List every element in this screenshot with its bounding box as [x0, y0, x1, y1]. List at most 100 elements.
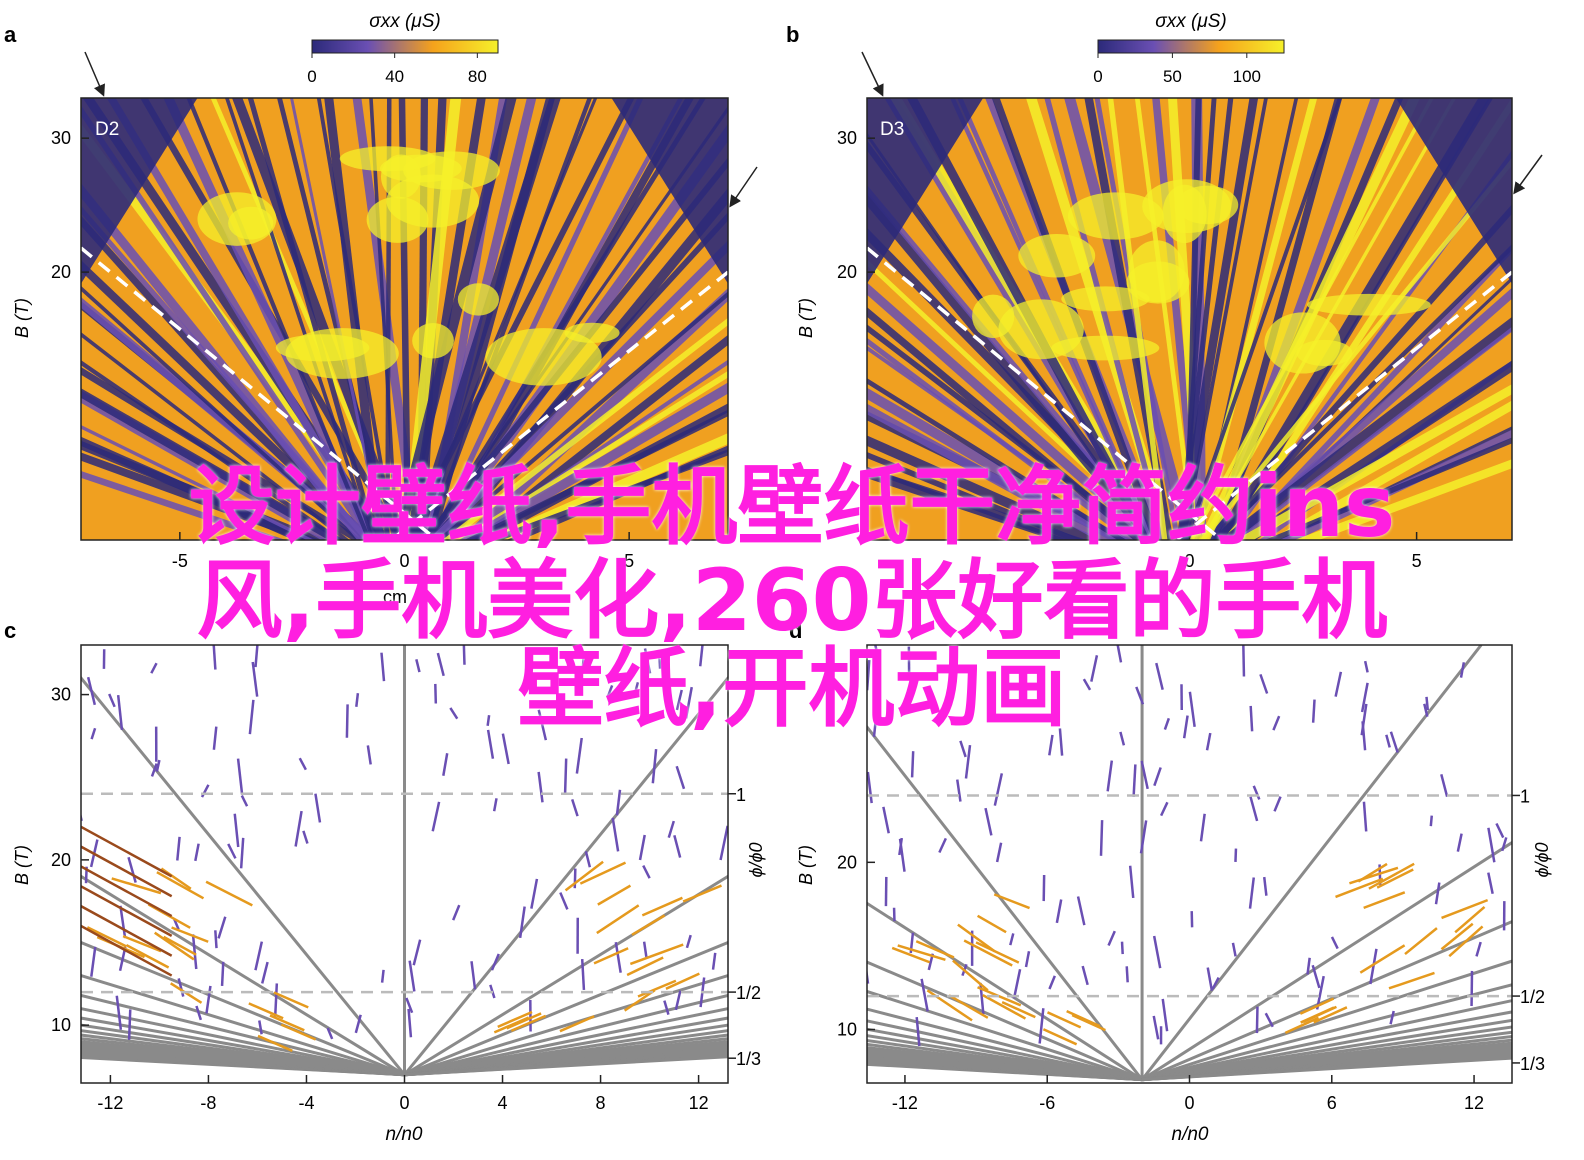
heatmap-stripe-a-39	[406, 98, 486, 540]
x-tick-label-d-0: -12	[892, 1093, 918, 1113]
heatmap-stripe-a-52	[423, 105, 728, 540]
purple-segment-d-85	[1262, 876, 1268, 896]
purple-segment-d-83	[1024, 951, 1031, 968]
purple-segment-c-3	[719, 825, 728, 861]
heatmap-stripe-a-41	[392, 98, 517, 540]
purple-segment-d-100	[1361, 721, 1367, 751]
purple-segment-c-86	[711, 952, 717, 970]
fan-line-c-22	[81, 675, 406, 1076]
purple-segment-c-35	[530, 878, 539, 909]
brown-segment-c-4	[81, 845, 173, 898]
heatmap-stripe-b-51	[1223, 98, 1494, 540]
purple-segment-c-60	[415, 658, 421, 673]
heatmap-stripe-b-55	[1213, 204, 1512, 540]
arrow-b-top	[861, 51, 884, 97]
purple-segment-c-15	[642, 865, 651, 879]
colorbar-tick-label-b-1: 50	[1163, 67, 1182, 86]
purple-segment-d-66	[993, 773, 1004, 806]
purple-segment-c-38	[220, 961, 225, 986]
purple-segment-d-103	[1182, 715, 1189, 739]
purple-segment-d-65	[1076, 896, 1086, 926]
purple-segment-d-39	[1475, 941, 1482, 957]
orange-segment-low-d-4	[1042, 1028, 1078, 1046]
purple-segment-d-5	[1081, 965, 1089, 986]
x-tick-label-d-4: 12	[1464, 1093, 1484, 1113]
x-axis-label-c: n/n0	[386, 1124, 423, 1145]
purple-segment-c-66	[380, 652, 386, 682]
heatmap-blob-a-10	[403, 151, 500, 190]
heatmap-stripe-b-2	[867, 452, 1084, 540]
purple-segment-d-63	[1501, 837, 1508, 852]
heatmap-stripe-a-65	[472, 403, 728, 540]
orange-segment-low-c-7	[510, 1014, 547, 1032]
right-axis-label-d: ϕ/ϕ0	[1532, 842, 1552, 877]
brown-segment-c-0	[81, 924, 173, 977]
right-tick-label-d-0: 1	[1520, 786, 1530, 806]
purple-segment-c-24	[127, 1009, 132, 1040]
purple-segment-c-30	[667, 820, 676, 839]
orange-segment-low-c-4	[248, 1002, 284, 1020]
orange-segment-c-11	[626, 956, 664, 977]
brown-segment-c-3	[81, 865, 173, 918]
purple-segment-c-54	[573, 868, 577, 889]
purple-segment-d-20	[1330, 936, 1339, 950]
purple-segment-d-57	[1369, 948, 1378, 985]
orange-segment-low-c-0	[280, 1023, 317, 1041]
purple-segment-c-74	[673, 834, 682, 858]
orange-segment-low-d-0	[1066, 1009, 1101, 1028]
purple-segment-d-93	[1152, 1015, 1160, 1040]
purple-segment-d-8	[1249, 796, 1259, 822]
purple-segment-d-16	[956, 779, 962, 802]
orange-segment-c-5	[623, 989, 656, 1012]
purple-segment-c-32	[449, 707, 459, 720]
purple-segment-d-24	[1188, 691, 1196, 727]
heatmap-stripe-b-50	[1213, 98, 1491, 540]
orange-segment-low-c-5	[497, 1010, 533, 1029]
orange-segment-d-7	[1349, 866, 1399, 885]
purple-segment-d-0	[1048, 975, 1056, 990]
purple-segment-d-68	[915, 1016, 921, 1047]
purple-segment-c-61	[177, 978, 185, 997]
colorbar-tick-label-a-1: 40	[385, 67, 404, 86]
purple-segment-c-47	[658, 658, 662, 669]
sample-label-d2: D2	[95, 119, 119, 140]
purple-segment-c-20	[638, 834, 646, 861]
heatmap-stripe-a-64	[458, 382, 728, 540]
purple-segment-c-104	[150, 662, 158, 674]
purple-segment-d-35	[1058, 728, 1064, 756]
purple-segment-c-98	[643, 648, 652, 674]
purple-segment-c-17	[584, 850, 592, 868]
orange-segment-d-22	[977, 986, 1022, 1007]
orange-segment-c-22	[156, 871, 205, 900]
purple-segment-c-57	[615, 789, 622, 816]
heatmap-corner-left-b	[867, 98, 984, 284]
purple-segment-d-91	[898, 838, 906, 872]
orange-segment-c-19	[637, 979, 677, 998]
heatmap-stripe-b-3	[867, 435, 1104, 540]
y-tick-label-b-1: 30	[837, 128, 857, 148]
purple-segment-d-43	[1259, 673, 1269, 694]
heatmap-stripe-b-9	[867, 337, 1137, 540]
heatmap-stripe-b-40	[1181, 98, 1268, 540]
right-axis-label-c: ϕ/ϕ0	[746, 842, 766, 877]
orange-segment-d-17	[1441, 898, 1489, 920]
purple-segment-d-101	[1389, 731, 1399, 753]
orange-segment-low-c-6	[257, 1034, 293, 1052]
panel-label-c: c	[4, 618, 16, 643]
heatmap-a-stripes	[81, 98, 728, 540]
purple-segment-c-7	[642, 941, 648, 958]
right-tick-label-c-0: 1	[736, 785, 746, 805]
purple-segment-c-40	[127, 856, 137, 883]
panel-label-a: a	[4, 22, 17, 47]
purple-segment-c-95	[214, 930, 218, 949]
heatmap-stripe-b-64	[1235, 384, 1512, 540]
arrow-b-right	[1513, 154, 1543, 195]
orange-segment-d-24	[897, 944, 946, 961]
x-tick-label-c-4: 4	[498, 1093, 508, 1113]
heatmap-stripe-b-6	[867, 387, 1129, 540]
purple-segment-c-52	[580, 958, 586, 991]
heatmap-stripe-b-11	[867, 307, 1146, 540]
purple-segment-c-77	[345, 704, 349, 738]
heatmap-stripe-a-66	[464, 409, 728, 540]
